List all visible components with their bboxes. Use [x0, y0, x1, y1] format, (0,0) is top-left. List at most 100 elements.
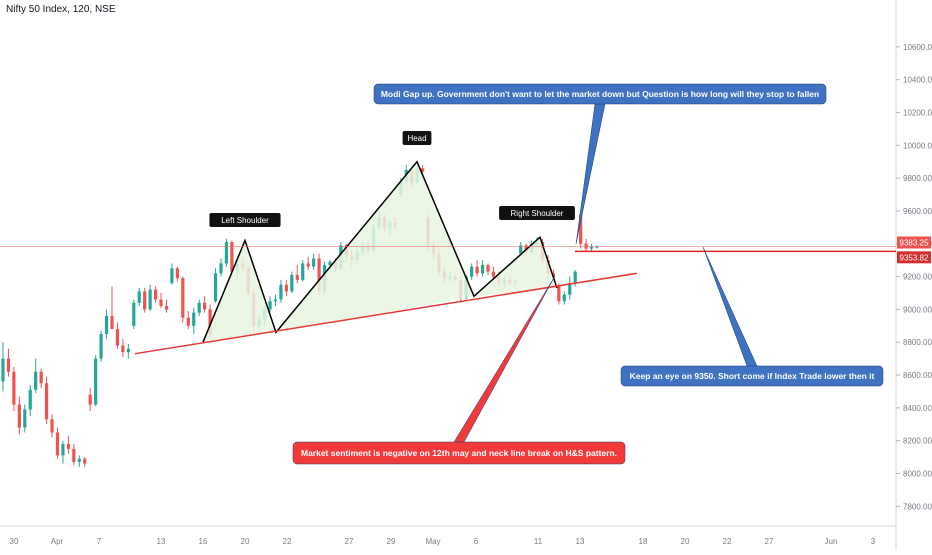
candle-body [132, 302, 136, 326]
x-tick-label: Apr [51, 537, 64, 546]
candle-body [568, 283, 572, 295]
candle-body [192, 312, 196, 326]
candle-body [203, 302, 207, 310]
y-tick-label: 10200.00 [903, 108, 932, 117]
right-shoulder-label: Right Shoulder [499, 206, 575, 220]
candle-body [99, 334, 103, 359]
candle-body [295, 274, 299, 280]
price-badge-label: 9383.25 [900, 238, 929, 247]
callout-gap-up-pointer [575, 103, 606, 245]
x-tick-label: 27 [765, 537, 774, 546]
x-tick-label: 29 [387, 537, 396, 546]
candle-body [50, 419, 54, 433]
candle-body [312, 258, 316, 267]
candle-body [470, 266, 474, 277]
left-shoulder-label: Left Shoulder [209, 213, 281, 227]
candle-body [164, 306, 169, 310]
right-shoulder-label-text: Right Shoulder [511, 209, 564, 218]
left-shoulder-area [203, 240, 276, 343]
y-tick-label: 9000.00 [903, 305, 932, 314]
x-tick-label: 22 [723, 537, 732, 546]
right-shoulder-area [474, 237, 557, 297]
callout-sentiment-box [292, 441, 626, 465]
candle-body [317, 258, 321, 292]
candle-body [28, 389, 32, 410]
x-tick-label: 13 [576, 537, 585, 546]
x-tick-label: Jun [825, 537, 838, 546]
candle-body [23, 409, 27, 428]
price-badge-label: 9353.82 [900, 253, 929, 262]
x-tick-label: 18 [639, 537, 648, 546]
candle-body [175, 268, 179, 279]
candle-body [279, 284, 283, 300]
y-tick-label: 8600.00 [903, 371, 932, 380]
callout-short-9350-pointer [702, 246, 758, 367]
candle-body [480, 265, 485, 274]
y-tick-label: 10400.00 [903, 76, 932, 85]
y-tick-label: 10000.00 [903, 141, 932, 150]
x-tick-label: 7 [97, 537, 102, 546]
candle-body [579, 214, 583, 244]
candle-body [55, 432, 60, 456]
candle-body [186, 317, 190, 326]
candle-body [219, 263, 223, 274]
candle-body [143, 291, 147, 310]
candle-body [573, 271, 577, 284]
x-tick-label: May [425, 537, 440, 546]
x-tick-label: 6 [474, 537, 479, 546]
candle-body [301, 263, 305, 280]
candle-body [290, 274, 294, 292]
candle-body [268, 301, 272, 310]
candle-body [306, 263, 310, 267]
price-badge [897, 251, 931, 264]
candle-body [137, 291, 141, 303]
x-tick-label: 27 [345, 537, 354, 546]
head-area [276, 161, 474, 333]
candle-body [6, 358, 11, 372]
candle-body [34, 371, 38, 390]
price-badge [897, 236, 931, 249]
x-tick-label: 3 [871, 537, 876, 546]
candle-body [224, 242, 229, 264]
x-tick-label: 20 [681, 537, 690, 546]
y-tick-label: 8800.00 [903, 338, 932, 347]
callout-short-9350-text: Keep an eye on 9350. Short come if Index… [630, 371, 875, 381]
y-tick-label: 9200.00 [903, 273, 932, 282]
candle-body [421, 168, 425, 172]
candle-body [475, 266, 479, 274]
callout-short-9350-box [620, 365, 884, 387]
y-tick-label: 9600.00 [903, 207, 932, 216]
right-shoulder-label-bg [499, 206, 575, 220]
candle-body [115, 329, 120, 346]
callout-gap-up-text: Modi Gap up. Government don't want to le… [381, 89, 819, 99]
candle-body [273, 299, 278, 302]
candle-body [557, 286, 561, 302]
callout-sentiment-text: Market sentiment is negative on 12th may… [301, 448, 617, 458]
head-label-text: Head [407, 134, 426, 143]
candle-body [77, 458, 81, 462]
callout-short-9350: Keep an eye on 9350. Short come if Index… [620, 246, 884, 387]
candle-body [284, 284, 288, 292]
x-tick-label: 11 [534, 537, 543, 546]
x-tick-label: 13 [157, 537, 166, 546]
candle-body [61, 443, 65, 456]
left-shoulder-label-text: Left Shoulder [221, 216, 269, 225]
y-tick-label: 9800.00 [903, 174, 932, 183]
candle-body [491, 271, 496, 277]
neckline [134, 272, 638, 355]
candle-body [110, 315, 114, 330]
candle-body [153, 289, 158, 300]
callout-gap-up: Modi Gap up. Government don't want to le… [373, 83, 827, 245]
candle-body [66, 443, 70, 449]
candle-body [589, 247, 594, 249]
head-label-bg [402, 131, 432, 145]
candle-body [562, 294, 566, 302]
candle-body [551, 273, 556, 277]
x-tick-label: 16 [199, 537, 208, 546]
candle-body [148, 289, 152, 310]
y-tick-label: 8000.00 [903, 469, 932, 478]
candle-body [230, 242, 234, 272]
head-label: Head [402, 131, 432, 145]
